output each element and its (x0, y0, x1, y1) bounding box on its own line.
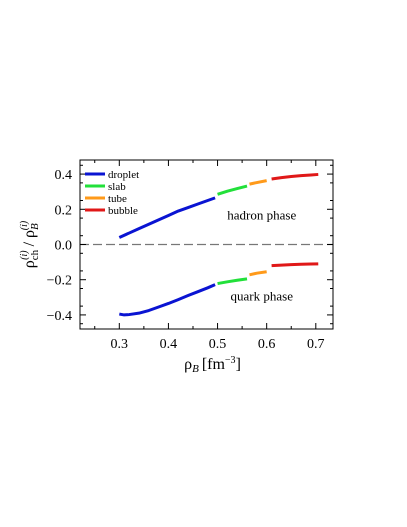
legend-label-droplet: droplet (108, 169, 139, 181)
x-axis-label-main: ρ (184, 356, 192, 373)
x-axis-label-exp: −3 (225, 355, 236, 366)
x-axis-label-unit: [fm (202, 356, 226, 373)
y-axis-label-den-sup: (i) (19, 220, 30, 230)
y-axis-label-num-sup: (i) (19, 250, 30, 260)
y-axis-label-den-main: ρ (21, 230, 38, 238)
series-line-hadron-droplet (118, 196, 216, 239)
y-tick-label: −0.4 (47, 309, 72, 324)
legend-label-bubble: bubble (108, 205, 138, 217)
series-line-hadron-tube (249, 179, 267, 186)
x-tick-label: 0.3 (111, 337, 129, 352)
legend-label-tube: tube (108, 193, 127, 205)
hadron-phase-label: hadron phase (227, 208, 296, 223)
y-axis-label: ρch(i) / ρB(i) (19, 220, 41, 268)
series-line-quark-tube (249, 270, 267, 277)
quark-phase-label: quark phase (231, 289, 294, 304)
x-tick-label: 0.7 (307, 337, 325, 352)
x-tick-label: 0.4 (160, 337, 178, 352)
y-tick-label: 0.2 (55, 203, 73, 218)
y-axis-label-den-sub: B (29, 223, 41, 230)
x-tick-label: 0.6 (258, 337, 276, 352)
y-axis-label-num-main: ρ (21, 260, 38, 268)
series-line-quark-bubble (271, 262, 319, 268)
legend-label-slab: slab (108, 181, 126, 193)
axes: 0.3 0.4 0.5 0.6 0.7 −0.4 −0.2 0.0 0.2 0.4 (47, 159, 334, 352)
y-axis-label-slash: / (21, 238, 38, 250)
series-line-quark-droplet (119, 283, 216, 317)
series-line-hadron-bubble (271, 172, 319, 181)
series-line-hadron-slab (217, 184, 248, 196)
y-tick-label: −0.2 (47, 274, 72, 289)
y-axis-label-num-sub: ch (29, 249, 41, 260)
x-axis-label: ρB [fm−3] (184, 355, 241, 375)
x-tick-label: 0.5 (209, 337, 227, 352)
series-group (118, 172, 319, 317)
x-axis-label-sub: B (192, 363, 199, 375)
y-tick-label: 0.4 (55, 168, 73, 183)
series-line-quark-slab (217, 277, 248, 286)
x-axis-label-close: ] (236, 356, 241, 373)
annotations: hadron phase quark phase (227, 208, 296, 304)
y-tick-label: 0.0 (55, 239, 73, 254)
